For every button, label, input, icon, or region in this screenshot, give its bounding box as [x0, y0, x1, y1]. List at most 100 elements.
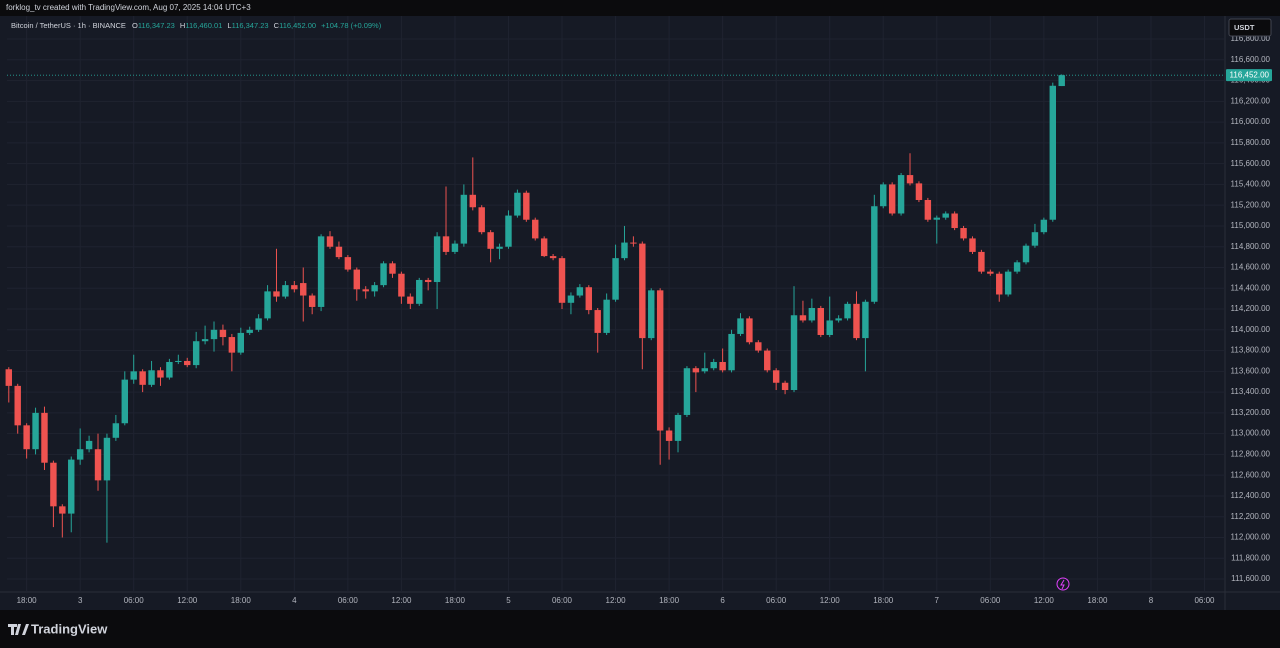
candle-body: [871, 206, 878, 302]
candle-body: [32, 412, 39, 450]
candle-body: [523, 192, 530, 220]
y-tick-label: 116,000.00: [1231, 117, 1271, 126]
open-value: 116,347.23: [138, 21, 175, 30]
candle-body: [407, 296, 414, 304]
x-tick-label: 06:00: [338, 596, 359, 605]
candle-body: [1022, 245, 1030, 263]
x-tick-label: 18:00: [1087, 596, 1108, 605]
y-tick-label: 114,600.00: [1231, 263, 1271, 272]
candle-body: [1013, 262, 1021, 272]
candle-body: [701, 368, 708, 372]
last-price-box: [1226, 69, 1272, 82]
y-tick-label: 115,200.00: [1231, 200, 1271, 209]
candle-body: [1031, 232, 1039, 246]
candle-body: [5, 369, 12, 386]
alert-icon[interactable]: [1056, 577, 1070, 591]
x-tick-label: 5: [506, 596, 511, 605]
candle-body: [487, 232, 494, 249]
candle-body: [228, 337, 236, 353]
candle-body: [585, 287, 592, 311]
candle-body: [308, 295, 316, 307]
candle-body: [50, 462, 57, 507]
x-tick-label: 06:00: [980, 596, 1001, 605]
candle-body: [442, 236, 450, 252]
y-tick-label: 115,800.00: [1231, 138, 1271, 147]
candle-body: [326, 236, 334, 247]
candle-body: [951, 213, 958, 229]
candle-body: [344, 257, 352, 270]
candle-body: [639, 243, 646, 339]
candle-body: [790, 315, 798, 391]
candle-body: [808, 307, 816, 321]
candle-body: [960, 228, 967, 239]
x-tick-label: 7: [935, 596, 940, 605]
candles: [5, 74, 1065, 543]
x-tick-label: 18:00: [873, 596, 894, 605]
currency-box[interactable]: [1228, 18, 1272, 37]
candle-body: [317, 236, 325, 307]
x-tick-label: 06:00: [766, 596, 787, 605]
brand-name: TradingView: [31, 621, 108, 636]
candle-body: [68, 459, 75, 514]
candle-body: [389, 263, 396, 274]
candle-body: [710, 361, 717, 369]
candle-body: [906, 175, 914, 184]
candle-body: [76, 449, 84, 460]
candle-body: [514, 192, 521, 216]
candle-body: [835, 318, 842, 321]
candle-body: [969, 238, 976, 252]
candle-body: [880, 184, 887, 207]
open-label: O: [132, 21, 138, 30]
candle-body: [59, 506, 66, 514]
candle-body: [130, 371, 137, 380]
candle-body: [505, 215, 512, 247]
candle-body: [219, 329, 227, 338]
candle-body: [451, 243, 459, 252]
y-tick-label: 112,400.00: [1231, 491, 1271, 500]
x-tick-label: 06:00: [552, 596, 573, 605]
candle-body: [237, 332, 244, 353]
y-tick-label: 116,800.00: [1231, 34, 1271, 43]
candle-body: [540, 238, 548, 257]
candle-body: [282, 285, 289, 297]
candle-body: [755, 342, 762, 351]
candle-body: [496, 246, 503, 249]
change-value: +104.78 (+0.09%): [321, 21, 382, 30]
candle-body: [648, 290, 655, 339]
close-value: 116,452.00: [279, 21, 316, 30]
candle-body: [817, 307, 824, 335]
candle-body: [844, 303, 851, 319]
y-tick-label: 113,600.00: [1231, 366, 1271, 375]
candle-body: [273, 291, 280, 297]
candle-body: [746, 318, 753, 343]
y-tick-label: 112,000.00: [1231, 533, 1271, 542]
x-tick-label: 18:00: [445, 596, 466, 605]
candle-body: [853, 303, 860, 339]
y-tick-label: 114,000.00: [1231, 325, 1271, 334]
candle-body: [94, 449, 102, 481]
candle-body: [924, 199, 932, 220]
candle-body: [85, 440, 93, 450]
x-tick-label: 3: [78, 596, 83, 605]
candle-body: [897, 175, 905, 214]
y-tick-label: 116,600.00: [1231, 55, 1271, 64]
candle-body: [362, 289, 369, 292]
y-tick-label: 113,800.00: [1231, 346, 1271, 355]
candle-body: [683, 368, 691, 415]
y-tick-label: 112,800.00: [1231, 450, 1271, 459]
candle-body: [862, 301, 869, 339]
candle-body: [764, 350, 771, 371]
candle-body: [799, 315, 807, 321]
y-tick-label: 115,400.00: [1231, 180, 1271, 189]
candle-body: [576, 287, 584, 296]
x-tick-label: 06:00: [1194, 596, 1215, 605]
currency-label[interactable]: USDT: [1234, 23, 1255, 32]
top-bar-text: forklog_tv created with TradingView.com,…: [6, 3, 251, 12]
y-tick-label: 113,200.00: [1231, 408, 1271, 417]
close-label: C: [274, 21, 280, 30]
candle-body: [255, 318, 262, 330]
candle-body: [300, 283, 307, 296]
candle-body: [826, 320, 833, 335]
candle-body: [148, 370, 155, 385]
